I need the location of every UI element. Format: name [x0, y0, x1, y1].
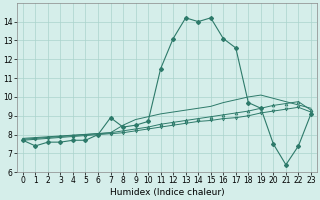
- X-axis label: Humidex (Indice chaleur): Humidex (Indice chaleur): [109, 188, 224, 197]
